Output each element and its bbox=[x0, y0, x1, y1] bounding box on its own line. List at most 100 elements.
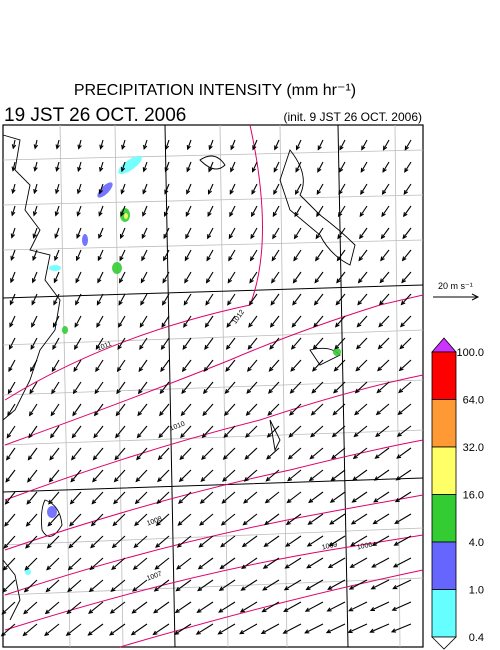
wind-arrow bbox=[140, 293, 148, 306]
wind-arrow bbox=[286, 491, 302, 504]
wind-arrow bbox=[289, 403, 302, 416]
arrow-head bbox=[271, 278, 276, 284]
arrow-head bbox=[201, 433, 207, 439]
arrow-head bbox=[195, 630, 201, 635]
arrow-shaft bbox=[393, 579, 412, 590]
wind-arrow bbox=[355, 359, 368, 372]
arrow-shaft bbox=[308, 513, 324, 525]
arrow-shaft bbox=[290, 381, 302, 394]
colorbar-label: 4.0 bbox=[469, 537, 484, 549]
arrow-head bbox=[111, 543, 117, 549]
wind-arrow bbox=[353, 425, 368, 438]
arrow-shaft bbox=[243, 513, 258, 526]
arrow-shaft bbox=[176, 579, 192, 592]
wind-arrow bbox=[200, 469, 214, 482]
arrow-shaft bbox=[74, 337, 82, 350]
arrow-head bbox=[67, 587, 73, 593]
arrow-shaft bbox=[335, 315, 346, 328]
arrow-shaft bbox=[155, 557, 170, 570]
wind-arrow bbox=[93, 425, 104, 439]
arrow-head bbox=[305, 585, 311, 591]
arrow-head bbox=[272, 212, 277, 218]
arrow-head bbox=[369, 628, 375, 633]
arrow-head bbox=[356, 322, 362, 328]
arrow-head bbox=[6, 455, 11, 461]
arrow-shaft bbox=[183, 315, 192, 328]
wind-arrow bbox=[229, 183, 236, 195]
wind-arrow bbox=[175, 579, 192, 592]
wind-arrow bbox=[153, 601, 170, 614]
arrow-head bbox=[376, 388, 382, 394]
arrow-shaft bbox=[52, 337, 60, 350]
arrow-shaft bbox=[360, 161, 368, 173]
arrow-shaft bbox=[34, 139, 38, 149]
wind-arrow bbox=[178, 469, 192, 483]
arrow-head bbox=[94, 389, 100, 395]
arrow-shaft bbox=[248, 315, 258, 328]
arrow-shaft bbox=[98, 205, 104, 216]
arrow-shaft bbox=[31, 315, 38, 327]
arrow-head bbox=[218, 608, 224, 613]
arrow-shaft bbox=[242, 535, 258, 547]
arrow-shaft bbox=[401, 293, 412, 305]
arrow-head bbox=[97, 278, 102, 284]
arrow-shaft bbox=[305, 601, 324, 612]
arrow-shaft bbox=[339, 139, 346, 150]
arrow-shaft bbox=[203, 381, 214, 394]
arrow-head bbox=[184, 278, 189, 284]
arrow-shaft bbox=[272, 205, 280, 217]
arrow-shaft bbox=[251, 205, 258, 217]
wind-arrow bbox=[71, 447, 82, 461]
wind-arrow bbox=[52, 337, 60, 351]
arrow-head bbox=[290, 366, 296, 372]
arrow-shaft bbox=[220, 535, 236, 548]
arrow-head bbox=[113, 499, 118, 505]
arrow-shaft bbox=[394, 513, 412, 524]
arrow-head bbox=[252, 145, 257, 151]
arrow-shaft bbox=[371, 557, 390, 568]
arrow-shaft bbox=[131, 623, 148, 636]
arrow-head bbox=[50, 411, 56, 417]
wind-arrow bbox=[174, 623, 192, 635]
wind-arrow bbox=[119, 227, 126, 240]
wind-arrow bbox=[244, 447, 258, 460]
wind-arrow bbox=[48, 491, 60, 505]
arrow-head bbox=[219, 564, 225, 570]
wind-arrow bbox=[114, 447, 126, 461]
wind-arrow bbox=[373, 469, 390, 481]
wind-arrow bbox=[160, 359, 170, 373]
wind-arrow bbox=[174, 601, 192, 614]
arrow-head bbox=[44, 609, 50, 615]
wind-arrow bbox=[228, 227, 236, 240]
wind-arrow bbox=[252, 139, 258, 151]
arrow-shaft bbox=[112, 513, 126, 526]
wind-arrow bbox=[225, 359, 236, 372]
wind-arrow bbox=[44, 623, 60, 637]
arrow-shaft bbox=[8, 359, 16, 372]
wind-arrow bbox=[203, 359, 214, 373]
arrow-shaft bbox=[52, 315, 60, 327]
arrow-shaft bbox=[268, 381, 280, 394]
arrow-head bbox=[88, 609, 94, 614]
arrow-shaft bbox=[393, 557, 412, 568]
arrow-head bbox=[223, 433, 229, 438]
arrow-head bbox=[109, 631, 115, 636]
arrow-shaft bbox=[316, 183, 324, 195]
wind-arrow bbox=[48, 469, 60, 483]
arrow-head bbox=[179, 455, 185, 461]
arrow-shaft bbox=[287, 469, 302, 482]
arrow-head bbox=[180, 411, 186, 417]
arrow-shaft bbox=[33, 227, 38, 238]
wind-arrow bbox=[199, 491, 214, 504]
arrow-head bbox=[11, 188, 16, 195]
wind-arrow bbox=[120, 161, 126, 173]
arrow-shaft bbox=[271, 271, 280, 283]
arrow-head bbox=[404, 167, 409, 173]
arrow-head bbox=[269, 344, 274, 350]
arrow-head bbox=[309, 454, 315, 460]
arrow-head bbox=[380, 256, 385, 262]
arrow-shaft bbox=[361, 139, 368, 150]
arrow-shaft bbox=[246, 403, 258, 416]
arrow-head bbox=[224, 411, 229, 417]
wind-arrow bbox=[195, 623, 214, 635]
